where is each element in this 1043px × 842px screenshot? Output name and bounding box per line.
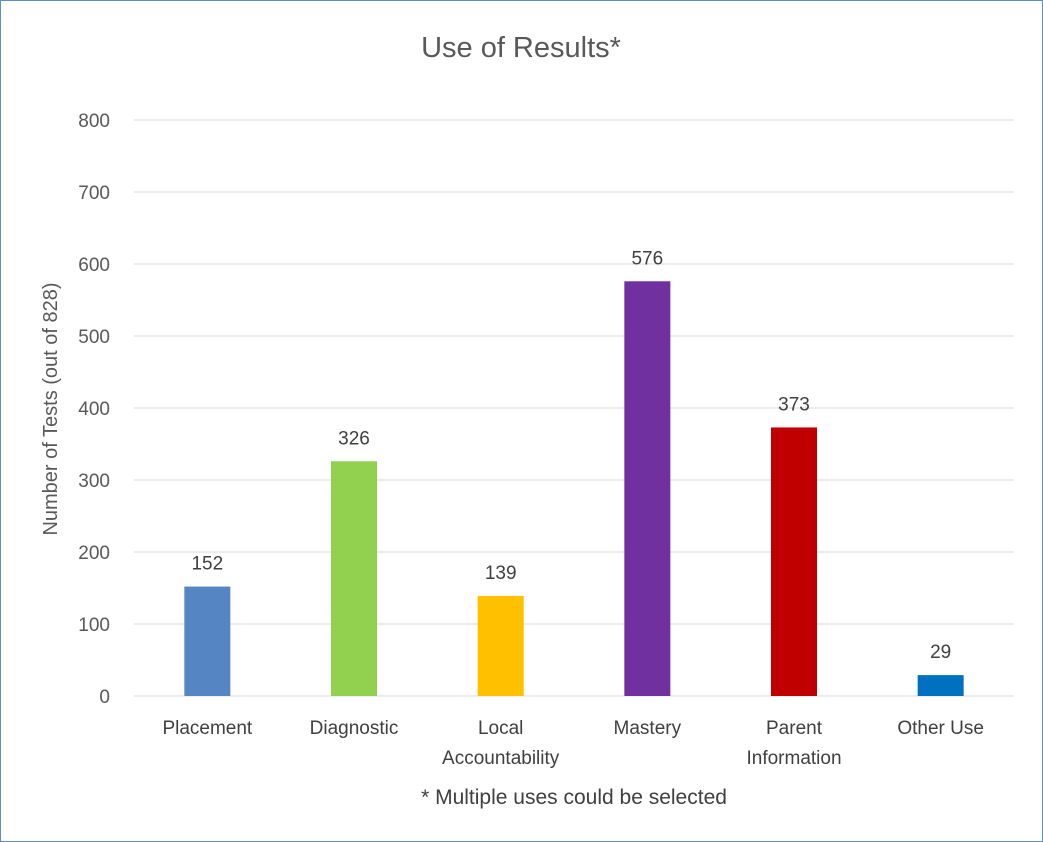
chart-title: Use of Results* — [421, 32, 621, 64]
gridlines — [134, 119, 1014, 697]
bar — [477, 595, 524, 696]
bar — [184, 586, 231, 696]
data-label: 139 — [485, 563, 517, 584]
bar — [917, 675, 964, 696]
bar — [331, 461, 377, 696]
y-tick-label: 500 — [78, 327, 110, 348]
data-label: 373 — [778, 394, 810, 415]
data-labels: 152 326 139 576 373 29 — [191, 248, 951, 663]
x-axis-categories: Placement Diagnostic Local Accountability Ma… — [162, 718, 984, 769]
category-label: Mastery — [614, 718, 682, 739]
y-tick-label: 700 — [78, 183, 110, 204]
y-axis-label: Number of Tests (out of 828) — [40, 282, 62, 535]
y-axis-ticks: 0 100 200 300 400 500 600 700 800 — [78, 111, 110, 708]
category-label: Information — [746, 748, 841, 769]
data-label: 29 — [930, 642, 951, 663]
data-label: 152 — [191, 554, 223, 575]
bar — [771, 427, 817, 696]
y-tick-label: 100 — [78, 615, 110, 636]
chart-footnote: * Multiple uses could be selected — [421, 786, 727, 809]
category-label: Parent — [766, 718, 823, 739]
y-tick-label: 0 — [99, 687, 110, 708]
bar — [624, 281, 671, 696]
category-label: Local — [478, 718, 523, 739]
y-tick-label: 400 — [78, 399, 110, 420]
y-tick-label: 800 — [78, 111, 110, 132]
category-label: Placement — [162, 718, 252, 739]
category-label: Other Use — [897, 718, 984, 739]
data-label: 326 — [338, 428, 370, 449]
bars — [184, 281, 964, 696]
y-tick-label: 200 — [78, 543, 110, 564]
category-label: Accountability — [442, 748, 560, 769]
y-tick-label: 600 — [78, 255, 110, 276]
data-label: 576 — [631, 248, 663, 269]
y-tick-label: 300 — [78, 471, 110, 492]
category-label: Diagnostic — [310, 718, 399, 739]
